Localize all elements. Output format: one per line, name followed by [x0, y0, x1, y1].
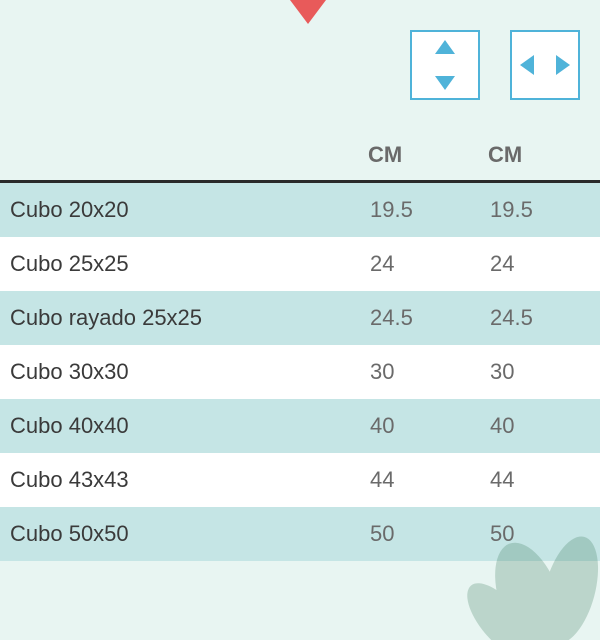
- flag-icon: [290, 0, 326, 24]
- row-value-2: 50: [480, 507, 600, 561]
- table-row: Cubo 40x404040: [0, 399, 600, 453]
- row-value-2: 19.5: [480, 182, 600, 238]
- row-value-2: 40: [480, 399, 600, 453]
- row-name: Cubo rayado 25x25: [0, 291, 360, 345]
- table-row: Cubo 25x252424: [0, 237, 600, 291]
- col-header-name: [0, 130, 360, 182]
- row-value-2: 30: [480, 345, 600, 399]
- table-row: Cubo rayado 25x2524.524.5: [0, 291, 600, 345]
- arrow-up-icon: [435, 40, 455, 54]
- dimensions-table: CM CM Cubo 20x2019.519.5Cubo 25x252424Cu…: [0, 130, 600, 561]
- row-value-1: 24: [360, 237, 480, 291]
- table-row: Cubo 50x505050: [0, 507, 600, 561]
- row-value-1: 30: [360, 345, 480, 399]
- row-value-1: 44: [360, 453, 480, 507]
- dimension-icon-row: [410, 30, 580, 100]
- table-body: Cubo 20x2019.519.5Cubo 25x252424Cubo ray…: [0, 182, 600, 562]
- row-value-1: 19.5: [360, 182, 480, 238]
- row-value-2: 24: [480, 237, 600, 291]
- table-row: Cubo 43x434444: [0, 453, 600, 507]
- row-value-1: 40: [360, 399, 480, 453]
- table-header-row: CM CM: [0, 130, 600, 182]
- col-header-cm-1: CM: [360, 130, 480, 182]
- table-row: Cubo 20x2019.519.5: [0, 182, 600, 238]
- row-name: Cubo 30x30: [0, 345, 360, 399]
- row-value-1: 24.5: [360, 291, 480, 345]
- row-value-1: 50: [360, 507, 480, 561]
- dimensions-table-wrap: CM CM Cubo 20x2019.519.5Cubo 25x252424Cu…: [0, 130, 600, 561]
- table-row: Cubo 30x303030: [0, 345, 600, 399]
- vertical-arrows-icon: [410, 30, 480, 100]
- arrow-right-icon: [556, 55, 570, 75]
- arrow-down-icon: [435, 76, 455, 90]
- row-value-2: 44: [480, 453, 600, 507]
- arrow-left-icon: [520, 55, 534, 75]
- row-name: Cubo 25x25: [0, 237, 360, 291]
- row-name: Cubo 20x20: [0, 182, 360, 238]
- row-name: Cubo 40x40: [0, 399, 360, 453]
- horizontal-arrows-icon: [510, 30, 580, 100]
- row-value-2: 24.5: [480, 291, 600, 345]
- row-name: Cubo 43x43: [0, 453, 360, 507]
- col-header-cm-2: CM: [480, 130, 600, 182]
- row-name: Cubo 50x50: [0, 507, 360, 561]
